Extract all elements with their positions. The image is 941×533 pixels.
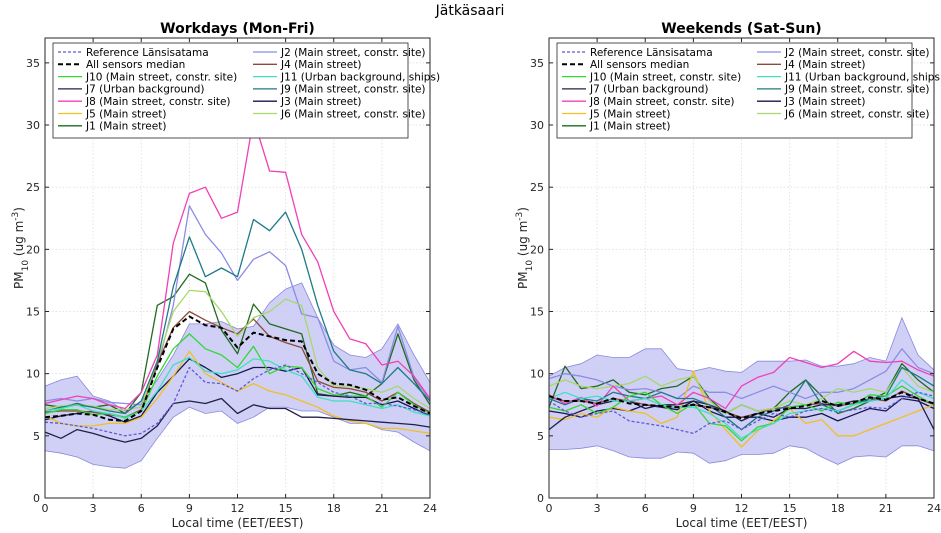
- percentile-band: [44, 282, 431, 469]
- legend-entry: J5 (Main street): [85, 108, 166, 120]
- series-line-j8: [44, 118, 431, 410]
- x-tick-label: 0: [546, 502, 553, 515]
- x-axis-label: Local time (EET/EEST): [676, 516, 808, 530]
- series-line-reference: [44, 364, 431, 437]
- legend-entry: J2 (Main street, constr. site): [784, 47, 930, 59]
- x-tick-label: 6: [642, 502, 649, 515]
- y-tick-label: 30: [530, 119, 544, 132]
- y-tick-label: 5: [33, 430, 40, 443]
- series-line-j11: [548, 379, 935, 439]
- series-line-median: [548, 391, 935, 420]
- legend-entry: J4 (Main street): [280, 59, 361, 71]
- weekends-panel: Weekends (Sat-Sun) 0 3 6 9 12 15 18 21 24 0 5 10 15 20…: [515, 21, 941, 530]
- y-tick-label: 20: [530, 243, 544, 256]
- series-line-j2: [44, 205, 431, 406]
- x-tick-label: 21: [879, 502, 893, 515]
- x-tick-label: 15: [783, 502, 797, 515]
- legend-entry: Reference Länsisatama: [86, 47, 209, 59]
- series-line-j7: [44, 397, 431, 443]
- series-line-j6: [44, 289, 431, 411]
- x-axis-label: Local time (EET/EEST): [172, 516, 304, 530]
- legend-entry: J2 (Main street, constr. site): [280, 47, 426, 59]
- x-tick-label: 24: [927, 502, 941, 515]
- y-tick-label: 35: [26, 57, 40, 70]
- x-tick-label: 0: [42, 502, 49, 515]
- legend-entry: J11 (Urban background, ships): [784, 71, 941, 83]
- legend-entry: Reference Länsisatama: [590, 47, 713, 59]
- legend-entry: J3 (Main street): [280, 96, 361, 108]
- x-tick-label: 21: [375, 502, 389, 515]
- y-tick-label: 0: [537, 492, 544, 505]
- workdays-panel: Workdays (Mon-Fri) 0 3 6 9 12 15 18 21 24 0 5 10 15 20…: [11, 21, 440, 530]
- legend-entry: J1 (Main street): [589, 121, 670, 133]
- series-line-j3: [44, 358, 431, 423]
- series-line-j4: [44, 310, 431, 418]
- legend-entry: J6 (Main street, constr. site): [784, 108, 930, 120]
- legend-entry: All sensors median: [590, 59, 689, 71]
- x-tick-label: 3: [90, 502, 97, 515]
- legend-entry: J9 (Main street, constr. site): [784, 84, 930, 96]
- x-tick-label: 24: [423, 502, 437, 515]
- y-axis-label: PM10 (ug m-3): [515, 207, 535, 289]
- x-tick-label: 12: [735, 502, 749, 515]
- series-line-j10: [548, 385, 935, 442]
- legend-entry: J8 (Main street, constr. site): [85, 96, 231, 108]
- figure-title: Jätkäsaari: [435, 3, 505, 19]
- x-tick-label: 9: [186, 502, 193, 515]
- x-tick-label: 3: [594, 502, 601, 515]
- legend-entry: J5 (Main street): [589, 108, 670, 120]
- y-tick-label: 20: [26, 243, 40, 256]
- series-line-j8: [548, 350, 935, 410]
- y-tick-label: 15: [26, 306, 40, 319]
- legend-entry: J3 (Main street): [784, 96, 865, 108]
- x-tick-label: 6: [138, 502, 145, 515]
- series-line-reference: [548, 391, 935, 435]
- legend-entry: All sensors median: [86, 59, 185, 71]
- x-tick-label: 9: [690, 502, 697, 515]
- y-tick-label: 5: [537, 430, 544, 443]
- series-line-j11: [44, 356, 431, 420]
- series-line-j9: [44, 211, 431, 415]
- legend-entry: J9 (Main street, constr. site): [280, 84, 426, 96]
- legend-entry: J10 (Main street, constr. site): [589, 71, 741, 83]
- x-tick-label: 12: [231, 502, 245, 515]
- y-tick-label: 25: [26, 181, 40, 194]
- legend-box: [556, 42, 913, 139]
- x-tick-label: 18: [831, 502, 845, 515]
- y-tick-label: 0: [33, 492, 40, 505]
- legend-entry: J7 (Urban background): [85, 84, 205, 96]
- legend-entry: J8 (Main street, constr. site): [589, 96, 735, 108]
- legend-entry: J6 (Main street, constr. site): [280, 108, 426, 120]
- y-axis-label: PM10 (ug m-3): [11, 207, 31, 289]
- y-tick-label: 10: [26, 368, 40, 381]
- y-tick-label: 10: [530, 368, 544, 381]
- legend-box: [52, 42, 409, 139]
- panel-title: Workdays (Mon-Fri): [160, 21, 315, 37]
- panel-title: Weekends (Sat-Sun): [661, 21, 821, 37]
- legend-entry: J10 (Main street, constr. site): [85, 71, 237, 83]
- y-tick-label: 35: [530, 57, 544, 70]
- legend-entry: J7 (Urban background): [589, 84, 709, 96]
- y-tick-label: 15: [530, 306, 544, 319]
- x-tick-label: 15: [279, 502, 293, 515]
- legend-entry: J11 (Urban background, ships): [280, 71, 440, 83]
- series-line-median: [44, 315, 431, 422]
- y-tick-label: 30: [26, 119, 40, 132]
- legend-entry: J4 (Main street): [784, 59, 865, 71]
- legend-entry: J1 (Main street): [85, 121, 166, 133]
- y-tick-label: 25: [530, 181, 544, 194]
- x-tick-label: 18: [327, 502, 341, 515]
